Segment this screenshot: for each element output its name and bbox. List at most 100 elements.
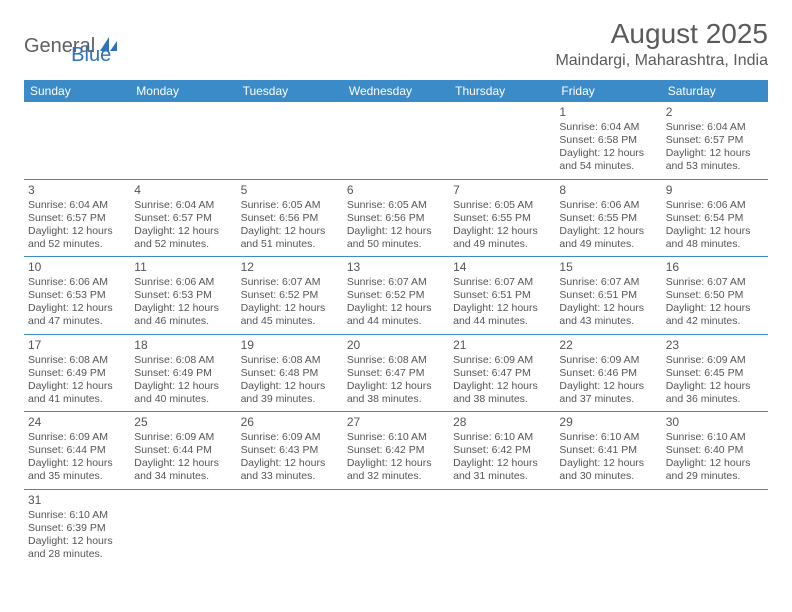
sunrise-text: Sunrise: 6:06 AM — [28, 276, 126, 289]
calendar-cell: 6Sunrise: 6:05 AMSunset: 6:56 PMDaylight… — [343, 179, 449, 257]
daylight-text: Daylight: 12 hours and 38 minutes. — [453, 380, 551, 406]
day-number: 4 — [134, 183, 232, 198]
day-number: 13 — [347, 260, 445, 275]
calendar-cell: 10Sunrise: 6:06 AMSunset: 6:53 PMDayligh… — [24, 257, 130, 335]
day-number: 22 — [559, 338, 657, 353]
sunrise-text: Sunrise: 6:09 AM — [453, 354, 551, 367]
sunrise-text: Sunrise: 6:04 AM — [559, 121, 657, 134]
day-number: 31 — [28, 493, 126, 508]
sunset-text: Sunset: 6:39 PM — [28, 522, 126, 535]
sunset-text: Sunset: 6:45 PM — [666, 367, 764, 380]
sunset-text: Sunset: 6:57 PM — [666, 134, 764, 147]
calendar-cell: 12Sunrise: 6:07 AMSunset: 6:52 PMDayligh… — [237, 257, 343, 335]
calendar-cell-empty — [130, 102, 236, 179]
sunrise-text: Sunrise: 6:06 AM — [134, 276, 232, 289]
sunset-text: Sunset: 6:47 PM — [347, 367, 445, 380]
calendar-cell: 29Sunrise: 6:10 AMSunset: 6:41 PMDayligh… — [555, 412, 661, 490]
calendar-cell: 4Sunrise: 6:04 AMSunset: 6:57 PMDaylight… — [130, 179, 236, 257]
day-number: 28 — [453, 415, 551, 430]
daylight-text: Daylight: 12 hours and 32 minutes. — [347, 457, 445, 483]
location-text: Maindargi, Maharashtra, India — [555, 52, 768, 70]
sunset-text: Sunset: 6:57 PM — [28, 212, 126, 225]
sunset-text: Sunset: 6:53 PM — [28, 289, 126, 302]
daylight-text: Daylight: 12 hours and 52 minutes. — [28, 225, 126, 251]
daylight-text: Daylight: 12 hours and 31 minutes. — [453, 457, 551, 483]
daylight-text: Daylight: 12 hours and 34 minutes. — [134, 457, 232, 483]
sunset-text: Sunset: 6:42 PM — [347, 444, 445, 457]
day-header: Monday — [130, 80, 236, 102]
daylight-text: Daylight: 12 hours and 39 minutes. — [241, 380, 339, 406]
calendar-cell: 19Sunrise: 6:08 AMSunset: 6:48 PMDayligh… — [237, 334, 343, 412]
calendar-cell-empty — [449, 489, 555, 566]
day-number: 12 — [241, 260, 339, 275]
calendar-cell: 5Sunrise: 6:05 AMSunset: 6:56 PMDaylight… — [237, 179, 343, 257]
calendar-cell: 14Sunrise: 6:07 AMSunset: 6:51 PMDayligh… — [449, 257, 555, 335]
calendar-cell: 18Sunrise: 6:08 AMSunset: 6:49 PMDayligh… — [130, 334, 236, 412]
day-number: 1 — [559, 105, 657, 120]
calendar-cell: 28Sunrise: 6:10 AMSunset: 6:42 PMDayligh… — [449, 412, 555, 490]
calendar-body: 1Sunrise: 6:04 AMSunset: 6:58 PMDaylight… — [24, 102, 768, 566]
logo-text-blue: Blue — [71, 44, 111, 67]
day-number: 23 — [666, 338, 764, 353]
calendar-cell: 31Sunrise: 6:10 AMSunset: 6:39 PMDayligh… — [24, 489, 130, 566]
daylight-text: Daylight: 12 hours and 50 minutes. — [347, 225, 445, 251]
day-number: 9 — [666, 183, 764, 198]
calendar-cell-empty — [343, 102, 449, 179]
calendar-cell: 24Sunrise: 6:09 AMSunset: 6:44 PMDayligh… — [24, 412, 130, 490]
sunrise-text: Sunrise: 6:09 AM — [134, 431, 232, 444]
calendar-cell: 27Sunrise: 6:10 AMSunset: 6:42 PMDayligh… — [343, 412, 449, 490]
sunrise-text: Sunrise: 6:04 AM — [666, 121, 764, 134]
calendar-table: SundayMondayTuesdayWednesdayThursdayFrid… — [24, 80, 768, 566]
calendar-cell: 1Sunrise: 6:04 AMSunset: 6:58 PMDaylight… — [555, 102, 661, 179]
sunrise-text: Sunrise: 6:08 AM — [347, 354, 445, 367]
daylight-text: Daylight: 12 hours and 44 minutes. — [347, 302, 445, 328]
sunset-text: Sunset: 6:52 PM — [241, 289, 339, 302]
daylight-text: Daylight: 12 hours and 38 minutes. — [347, 380, 445, 406]
sunrise-text: Sunrise: 6:04 AM — [134, 199, 232, 212]
sunset-text: Sunset: 6:55 PM — [453, 212, 551, 225]
sunrise-text: Sunrise: 6:10 AM — [666, 431, 764, 444]
day-number: 24 — [28, 415, 126, 430]
day-header: Tuesday — [237, 80, 343, 102]
sunset-text: Sunset: 6:56 PM — [347, 212, 445, 225]
day-number: 29 — [559, 415, 657, 430]
sunset-text: Sunset: 6:43 PM — [241, 444, 339, 457]
sunset-text: Sunset: 6:42 PM — [453, 444, 551, 457]
sunset-text: Sunset: 6:57 PM — [134, 212, 232, 225]
day-number: 17 — [28, 338, 126, 353]
sunset-text: Sunset: 6:47 PM — [453, 367, 551, 380]
sunset-text: Sunset: 6:44 PM — [134, 444, 232, 457]
sunrise-text: Sunrise: 6:04 AM — [28, 199, 126, 212]
calendar-cell: 8Sunrise: 6:06 AMSunset: 6:55 PMDaylight… — [555, 179, 661, 257]
calendar-cell: 11Sunrise: 6:06 AMSunset: 6:53 PMDayligh… — [130, 257, 236, 335]
day-number: 5 — [241, 183, 339, 198]
sunset-text: Sunset: 6:54 PM — [666, 212, 764, 225]
day-header: Wednesday — [343, 80, 449, 102]
calendar-cell: 21Sunrise: 6:09 AMSunset: 6:47 PMDayligh… — [449, 334, 555, 412]
calendar-cell: 26Sunrise: 6:09 AMSunset: 6:43 PMDayligh… — [237, 412, 343, 490]
daylight-text: Daylight: 12 hours and 35 minutes. — [28, 457, 126, 483]
sunrise-text: Sunrise: 6:06 AM — [666, 199, 764, 212]
daylight-text: Daylight: 12 hours and 40 minutes. — [134, 380, 232, 406]
day-number: 10 — [28, 260, 126, 275]
daylight-text: Daylight: 12 hours and 42 minutes. — [666, 302, 764, 328]
sunrise-text: Sunrise: 6:10 AM — [28, 509, 126, 522]
calendar-cell: 20Sunrise: 6:08 AMSunset: 6:47 PMDayligh… — [343, 334, 449, 412]
calendar-cell-empty — [555, 489, 661, 566]
sunrise-text: Sunrise: 6:10 AM — [347, 431, 445, 444]
daylight-text: Daylight: 12 hours and 51 minutes. — [241, 225, 339, 251]
sunrise-text: Sunrise: 6:08 AM — [241, 354, 339, 367]
sunrise-text: Sunrise: 6:09 AM — [28, 431, 126, 444]
day-number: 15 — [559, 260, 657, 275]
daylight-text: Daylight: 12 hours and 53 minutes. — [666, 147, 764, 173]
day-number: 11 — [134, 260, 232, 275]
day-number: 18 — [134, 338, 232, 353]
sunset-text: Sunset: 6:55 PM — [559, 212, 657, 225]
day-number: 7 — [453, 183, 551, 198]
day-number: 6 — [347, 183, 445, 198]
day-number: 30 — [666, 415, 764, 430]
calendar-cell: 9Sunrise: 6:06 AMSunset: 6:54 PMDaylight… — [662, 179, 768, 257]
calendar-cell-empty — [237, 489, 343, 566]
sunset-text: Sunset: 6:51 PM — [453, 289, 551, 302]
calendar-row: 10Sunrise: 6:06 AMSunset: 6:53 PMDayligh… — [24, 257, 768, 335]
